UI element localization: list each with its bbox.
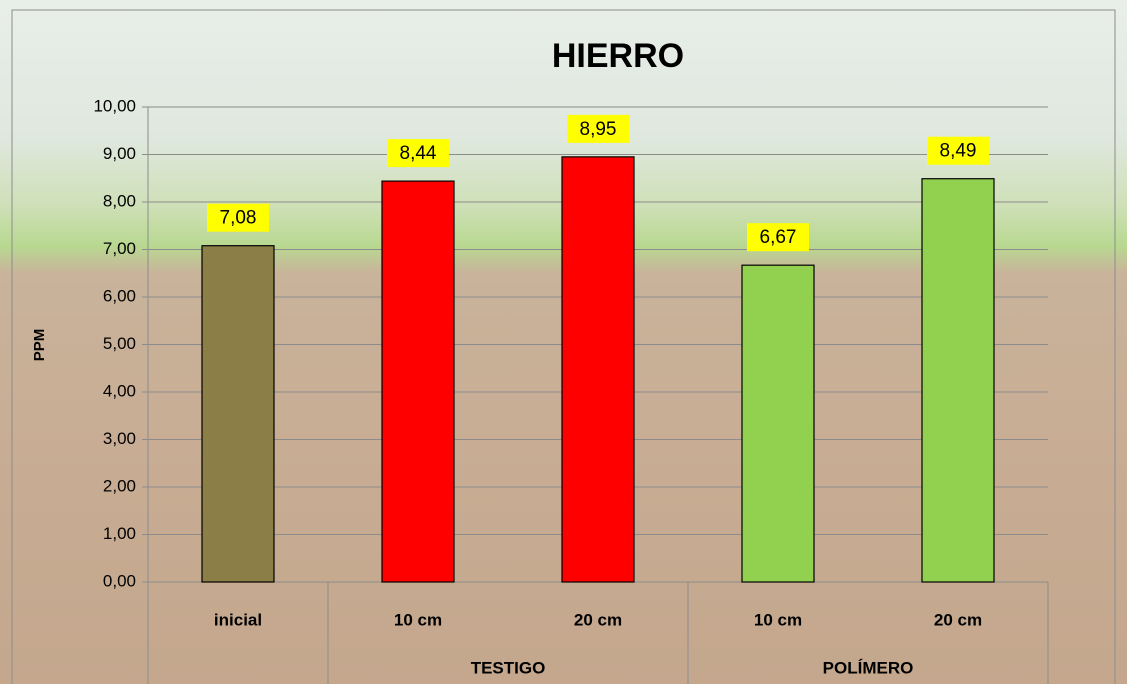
y-tick-label: 7,00: [103, 239, 136, 258]
x-tick-label: 20 cm: [574, 610, 622, 629]
y-tick-label: 6,00: [103, 286, 136, 305]
bar: [202, 246, 274, 582]
y-tick-label: 2,00: [103, 476, 136, 495]
bar: [382, 181, 454, 582]
bar: [562, 157, 634, 582]
y-tick-label: 1,00: [103, 524, 136, 543]
value-label: 7,08: [220, 208, 257, 229]
y-tick-label: 10,00: [93, 96, 136, 115]
y-tick-label: 8,00: [103, 191, 136, 210]
chart-container: HIERRO PPM 0,00 1,00 2,00 3,00 4,00 5,00 6,00 7…: [0, 0, 1127, 684]
group-label: POLÍMERO: [823, 658, 914, 677]
x-tick-label: 10 cm: [394, 610, 442, 629]
chart: HIERRO PPM 0,00 1,00 2,00 3,00 4,00 5,00 6,00 7…: [0, 0, 1127, 684]
y-tick-label: 5,00: [103, 334, 136, 353]
value-label: 6,67: [760, 227, 797, 248]
y-axis-label: PPM: [31, 329, 48, 362]
value-label: 8,95: [580, 119, 617, 140]
x-tick-label: 10 cm: [754, 610, 802, 629]
x-tick-label: 20 cm: [934, 610, 982, 629]
value-label: 8,49: [940, 141, 977, 162]
bar: [922, 179, 994, 582]
value-label: 8,44: [400, 143, 437, 164]
bar: [742, 265, 814, 582]
x-tick-label: inicial: [214, 610, 262, 629]
y-tick-label: 4,00: [103, 381, 136, 400]
y-tick-label: 3,00: [103, 429, 136, 448]
y-tick-label: 9,00: [103, 144, 136, 163]
y-tick-label: 0,00: [103, 571, 136, 590]
group-label: TESTIGO: [471, 658, 546, 677]
chart-title: HIERRO: [552, 37, 684, 75]
